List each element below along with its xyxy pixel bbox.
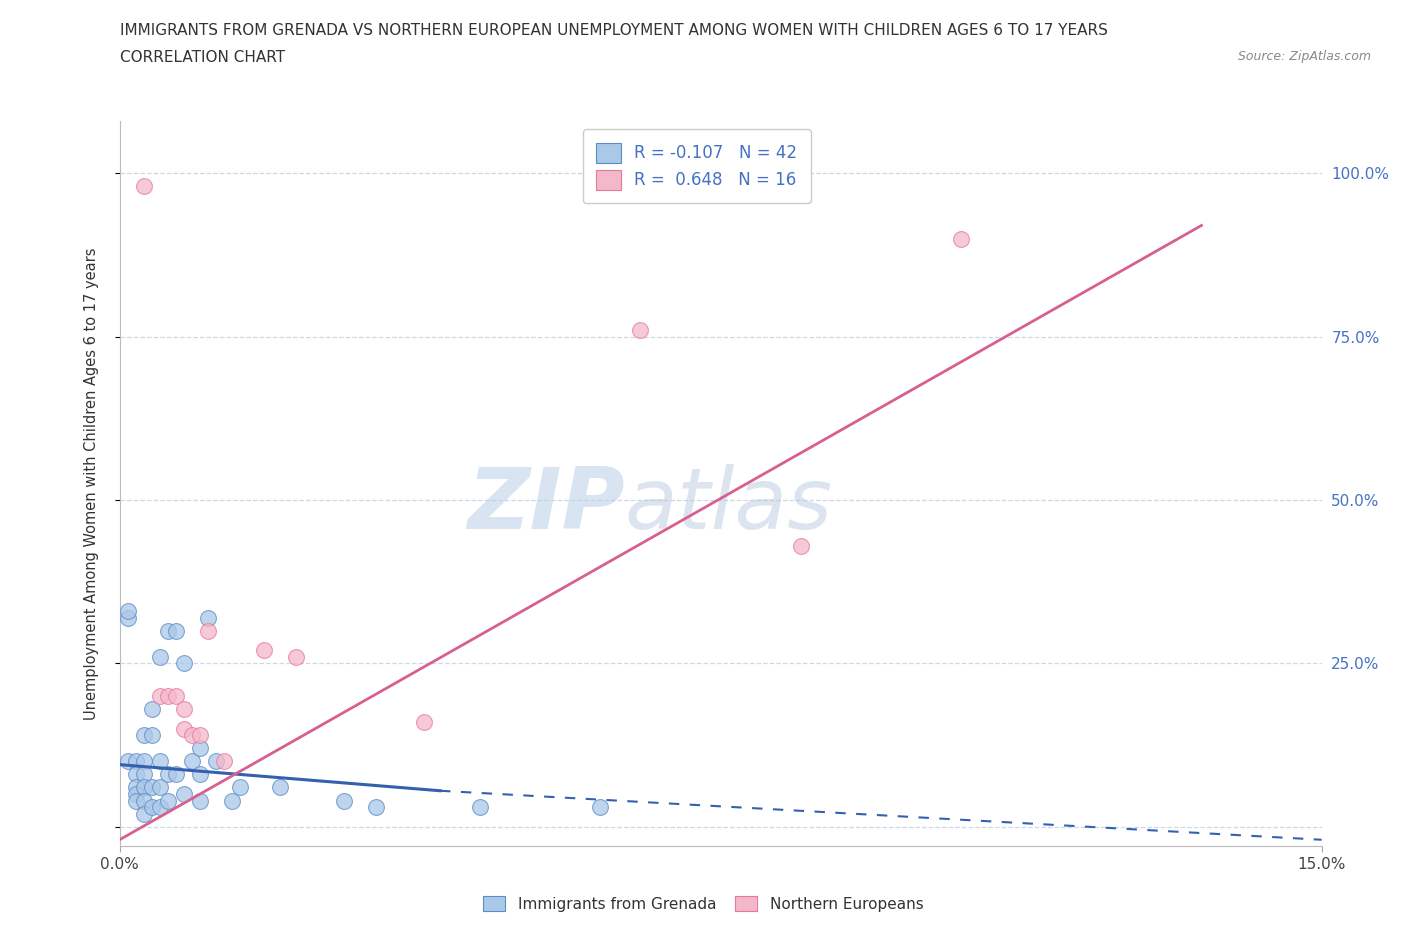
- Text: Source: ZipAtlas.com: Source: ZipAtlas.com: [1237, 50, 1371, 63]
- Text: atlas: atlas: [624, 464, 832, 547]
- Point: [468, 800, 492, 815]
- Point: [197, 623, 219, 638]
- Point: [413, 714, 436, 729]
- Point: [173, 787, 195, 802]
- Point: [790, 538, 813, 553]
- Point: [117, 604, 139, 618]
- Point: [149, 754, 172, 769]
- Point: [141, 800, 163, 815]
- Point: [156, 767, 179, 782]
- Point: [173, 722, 195, 737]
- Point: [284, 649, 307, 664]
- Point: [188, 793, 211, 808]
- Point: [117, 754, 139, 769]
- Point: [124, 754, 146, 769]
- Point: [950, 231, 973, 246]
- Point: [124, 780, 146, 795]
- Point: [149, 800, 172, 815]
- Text: CORRELATION CHART: CORRELATION CHART: [120, 50, 284, 65]
- Point: [589, 800, 612, 815]
- Point: [630, 323, 652, 338]
- Point: [132, 728, 155, 743]
- Point: [173, 656, 195, 671]
- Point: [149, 688, 172, 703]
- Point: [132, 793, 155, 808]
- Point: [333, 793, 356, 808]
- Point: [197, 610, 219, 625]
- Point: [188, 741, 211, 756]
- Point: [221, 793, 243, 808]
- Point: [212, 754, 235, 769]
- Point: [132, 767, 155, 782]
- Point: [165, 688, 187, 703]
- Point: [124, 793, 146, 808]
- Point: [156, 623, 179, 638]
- Point: [180, 728, 202, 743]
- Point: [228, 780, 252, 795]
- Point: [141, 728, 163, 743]
- Point: [204, 754, 226, 769]
- Point: [149, 649, 172, 664]
- Point: [132, 754, 155, 769]
- Point: [132, 179, 155, 193]
- Point: [124, 767, 146, 782]
- Point: [156, 793, 179, 808]
- Point: [188, 767, 211, 782]
- Point: [180, 754, 202, 769]
- Text: ZIP: ZIP: [467, 464, 624, 547]
- Point: [124, 787, 146, 802]
- Legend: R = -0.107   N = 42, R =  0.648   N = 16: R = -0.107 N = 42, R = 0.648 N = 16: [582, 129, 810, 204]
- Text: IMMIGRANTS FROM GRENADA VS NORTHERN EUROPEAN UNEMPLOYMENT AMONG WOMEN WITH CHILD: IMMIGRANTS FROM GRENADA VS NORTHERN EURO…: [120, 23, 1108, 38]
- Point: [156, 688, 179, 703]
- Point: [117, 610, 139, 625]
- Point: [253, 643, 276, 658]
- Point: [188, 728, 211, 743]
- Y-axis label: Unemployment Among Women with Children Ages 6 to 17 years: Unemployment Among Women with Children A…: [84, 247, 98, 720]
- Point: [141, 780, 163, 795]
- Point: [269, 780, 291, 795]
- Point: [141, 701, 163, 716]
- Point: [364, 800, 387, 815]
- Point: [149, 780, 172, 795]
- Point: [165, 767, 187, 782]
- Point: [165, 623, 187, 638]
- Point: [132, 780, 155, 795]
- Point: [132, 806, 155, 821]
- Legend: Immigrants from Grenada, Northern Europeans: Immigrants from Grenada, Northern Europe…: [477, 889, 929, 918]
- Point: [173, 701, 195, 716]
